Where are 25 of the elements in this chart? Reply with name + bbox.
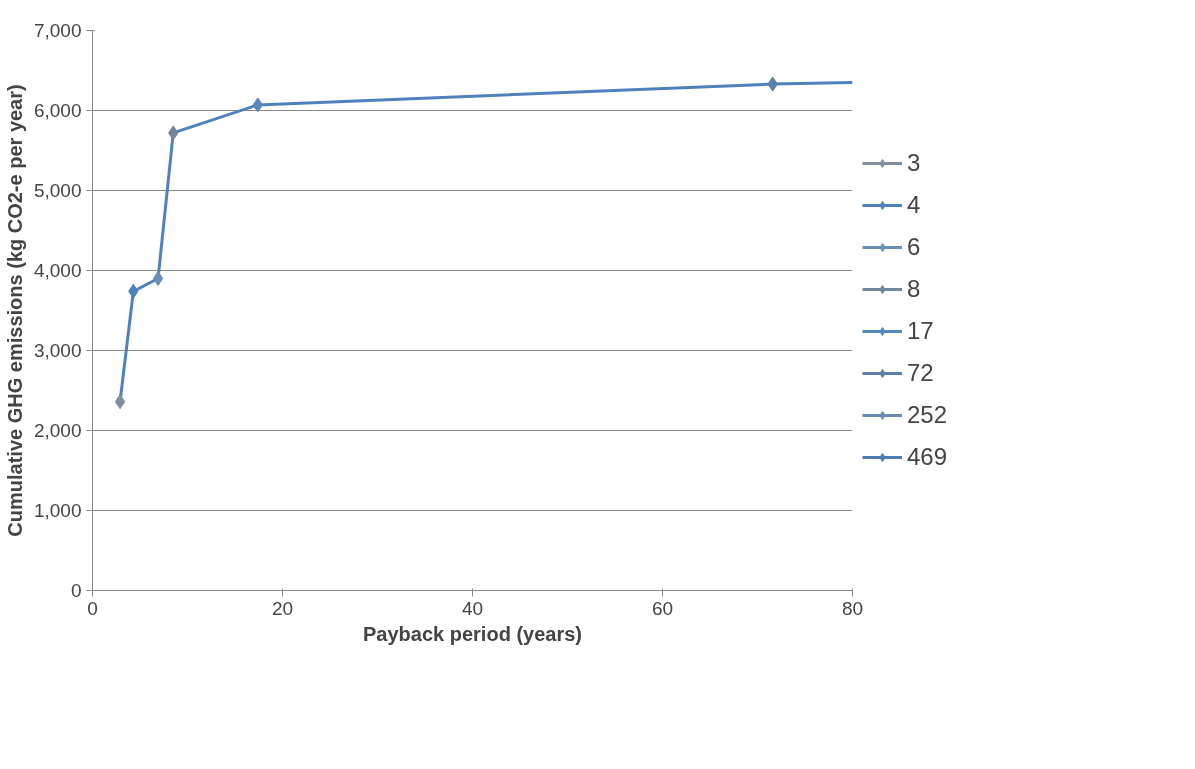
y-tick-label: 4,000 [33,260,82,281]
y-tick-label: 7,000 [33,20,82,41]
legend-label: 3 [907,149,922,177]
point [152,271,164,286]
legend-label: 6 [907,233,922,261]
legend-label: 72 [907,359,934,387]
x-tick-label: 20 [271,597,294,619]
legend-label: 4 [907,191,922,219]
y-tick-label: 3,000 [33,340,82,361]
legend-label: 17 [907,317,934,345]
y-tick-label: 0 [70,580,82,601]
x-tick-label: 0 [87,597,98,619]
x-tick-label: 40 [461,597,484,619]
point [114,394,126,410]
legend-label: 252 [907,401,948,429]
y-tick-label: 1,000 [33,500,82,521]
y-tick-label: 6,000 [33,100,82,121]
y-tick-label: 2,000 [33,420,82,441]
y-axis-title: Cumulative GHG emissions (kg CO2-e per year) [3,84,26,537]
x-tick-label: 80 [841,597,864,619]
y-tick-label: 5,000 [33,180,82,201]
legend-label: 469 [907,443,948,471]
legend-label: 8 [907,275,922,303]
x-tick-label: 60 [651,597,674,619]
x-axis-title: Payback period (years) [363,622,582,645]
